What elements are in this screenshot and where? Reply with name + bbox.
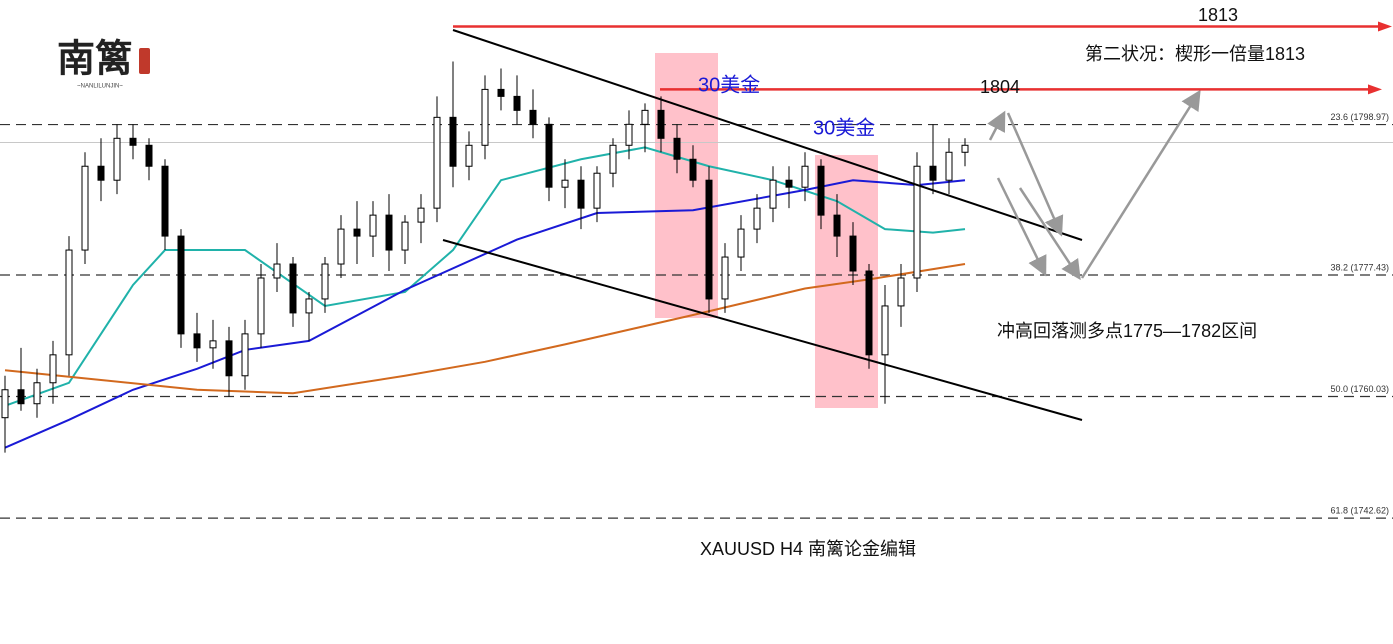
candle-body bbox=[241, 333, 249, 377]
candle-body bbox=[833, 214, 841, 237]
candle-body bbox=[289, 263, 297, 314]
candle-body bbox=[465, 144, 473, 167]
candle-body bbox=[273, 263, 281, 279]
candle-body bbox=[673, 137, 681, 160]
candle-body bbox=[353, 228, 361, 237]
candle-body bbox=[721, 256, 729, 300]
candle-body bbox=[769, 179, 777, 209]
candle-body bbox=[481, 88, 489, 146]
candle-body bbox=[177, 235, 185, 335]
arrow bbox=[1006, 112, 1064, 237]
candle-body bbox=[881, 305, 889, 356]
targets: 1813 1804 bbox=[453, 5, 1392, 97]
annotation: 30美金 bbox=[698, 73, 760, 96]
channel bbox=[442, 29, 1083, 421]
logo-subtitle: ~NANLILUNJIN~ bbox=[77, 84, 123, 90]
arrow bbox=[1018, 187, 1081, 281]
fib-label: 38.2 (1777.43) bbox=[1330, 262, 1389, 272]
candle-body bbox=[513, 95, 521, 111]
candle-body bbox=[97, 165, 105, 181]
arrow bbox=[996, 177, 1047, 277]
candle-body bbox=[257, 277, 265, 335]
candle-body bbox=[497, 88, 505, 97]
target-label: 1813 bbox=[1198, 5, 1238, 25]
target-label: 1804 bbox=[980, 77, 1020, 97]
fib-label: 61.8 (1742.62) bbox=[1330, 506, 1389, 516]
candle-body bbox=[897, 277, 905, 307]
candle-body bbox=[737, 228, 745, 258]
candle-body bbox=[561, 179, 569, 188]
candle-body bbox=[929, 165, 937, 181]
candle-body bbox=[305, 298, 313, 314]
highlight-zones bbox=[655, 53, 878, 408]
logo: 南篱 ~NANLILUNJIN~ bbox=[57, 36, 150, 90]
candle-body bbox=[209, 340, 217, 349]
candle-body bbox=[625, 123, 633, 146]
logo-seal bbox=[139, 48, 150, 74]
candle-body bbox=[129, 137, 137, 146]
candle-body bbox=[689, 158, 697, 181]
candle-body bbox=[449, 116, 457, 167]
fib-label: 23.6 (1798.97) bbox=[1330, 112, 1389, 122]
candle-body bbox=[657, 109, 665, 139]
fib-label: 50.0 (1760.03) bbox=[1330, 384, 1389, 394]
candle-body bbox=[641, 109, 649, 125]
candle-body bbox=[801, 165, 809, 188]
candle-body bbox=[433, 116, 441, 209]
candle-body bbox=[225, 340, 233, 377]
candle-body bbox=[161, 165, 169, 237]
moving-average bbox=[4, 263, 966, 395]
candles bbox=[1, 61, 969, 453]
moving-averages bbox=[4, 146, 966, 449]
channel-lower bbox=[442, 239, 1083, 421]
candle-body bbox=[705, 179, 713, 300]
annotation: 冲高回落测多点1775—1782区间 bbox=[997, 321, 1257, 341]
candle-body bbox=[545, 123, 553, 188]
moving-average bbox=[4, 179, 966, 449]
candle-body bbox=[81, 165, 89, 251]
target-arrowhead bbox=[1378, 21, 1392, 32]
candle-body bbox=[337, 228, 345, 265]
candle-body bbox=[1, 389, 9, 419]
candle-body bbox=[321, 263, 329, 300]
candle-body bbox=[529, 109, 537, 125]
chart-title: XAUUSD H4 南篱论金编辑 bbox=[700, 539, 916, 559]
candle-body bbox=[593, 172, 601, 209]
logo-title: 南篱 bbox=[57, 36, 133, 81]
candle-body bbox=[913, 165, 921, 279]
candle-body bbox=[961, 144, 969, 153]
candle-body bbox=[417, 207, 425, 223]
moving-average bbox=[4, 146, 966, 407]
channel-upper bbox=[452, 29, 1083, 241]
candle-body bbox=[17, 389, 25, 405]
annotation: 第二状况：楔形一倍量1813 bbox=[1085, 44, 1305, 64]
candle-body bbox=[849, 235, 857, 272]
projection-arrows bbox=[987, 89, 1201, 281]
candle-body bbox=[113, 137, 121, 181]
candle-body bbox=[193, 333, 201, 349]
arrow bbox=[987, 110, 1006, 141]
annotation: 30美金 bbox=[813, 116, 875, 139]
candle-body bbox=[785, 179, 793, 188]
candle-body bbox=[401, 221, 409, 251]
levels: 23.6 (1798.97) 38.2 (1777.43) 50.0 (1760.0… bbox=[0, 112, 1393, 519]
candle-body bbox=[945, 151, 953, 181]
candle-body bbox=[385, 214, 393, 251]
candle-body bbox=[49, 354, 57, 384]
candle-body bbox=[865, 270, 873, 356]
candle-body bbox=[369, 214, 377, 237]
candle-body bbox=[753, 207, 761, 230]
arrow bbox=[1080, 89, 1201, 279]
target-arrowhead bbox=[1368, 84, 1382, 95]
candle-body bbox=[145, 144, 153, 167]
candle-body bbox=[609, 144, 617, 174]
candle-body bbox=[577, 179, 585, 209]
candle-body bbox=[33, 382, 41, 405]
candle-body bbox=[65, 249, 73, 356]
candle-body bbox=[817, 165, 825, 216]
